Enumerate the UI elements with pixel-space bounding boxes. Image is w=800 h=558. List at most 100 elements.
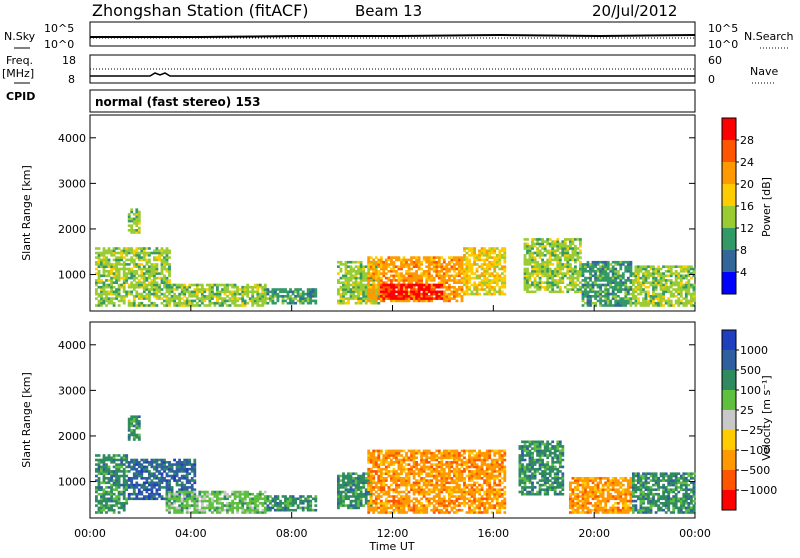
heatmap-cell [284, 300, 287, 303]
heatmap-cell [355, 488, 358, 491]
heatmap-cell [531, 243, 534, 246]
heatmap-cell [572, 277, 575, 280]
heatmap-cell [491, 272, 494, 275]
heatmap-cell [428, 295, 431, 298]
heatmap-cell [370, 297, 373, 300]
heatmap-cell [440, 284, 443, 287]
heatmap-cell [398, 293, 401, 296]
heatmap-cell [115, 475, 118, 478]
heatmap-cell [466, 256, 469, 259]
heatmap-cell [660, 293, 663, 296]
heatmap-cell [577, 256, 580, 259]
heatmap-cell [297, 300, 300, 303]
heatmap-cell [408, 272, 411, 275]
heatmap-cell [685, 277, 688, 280]
heatmap-cell [630, 268, 633, 271]
heatmap-cell [135, 484, 138, 487]
heatmap-cell [123, 291, 126, 294]
heatmap-cell [503, 261, 506, 264]
heatmap-cell [425, 468, 428, 471]
heatmap-cell [143, 486, 146, 489]
heatmap-cell [138, 466, 141, 469]
heatmap-cell [640, 288, 643, 291]
heatmap-cell [118, 468, 121, 471]
heatmap-cell [173, 472, 176, 475]
heatmap-cell [178, 302, 181, 305]
heatmap-cell [372, 511, 375, 514]
heatmap-cell [302, 297, 305, 300]
heatmap-cell [395, 500, 398, 503]
heatmap-cell [352, 504, 355, 507]
heatmap-cell [367, 491, 370, 494]
heatmap-cell [148, 304, 151, 307]
heatmap-cell [496, 291, 499, 294]
heatmap-cell [123, 477, 126, 480]
heatmap-cell [582, 304, 585, 307]
heatmap-cell [183, 293, 186, 296]
heatmap-cell [448, 279, 451, 282]
heatmap-cell [677, 284, 680, 287]
heatmap-cell [365, 265, 368, 268]
heatmap-cell [135, 247, 138, 250]
heatmap-cell [554, 279, 557, 282]
heatmap-cell [168, 270, 171, 273]
heatmap-cell [135, 270, 138, 273]
heatmap-cell [630, 288, 633, 291]
heatmap-cell [609, 270, 612, 273]
heatmap-cell [675, 288, 678, 291]
heatmap-cell [418, 288, 421, 291]
heatmap-cell [405, 463, 408, 466]
heatmap-cell [556, 254, 559, 257]
heatmap-cell [478, 250, 481, 253]
heatmap-cell [239, 500, 242, 503]
heatmap-cell [587, 297, 590, 300]
heatmap-cell [589, 270, 592, 273]
heatmap-cell [201, 300, 204, 303]
heatmap-cell [650, 265, 653, 268]
heatmap-cell [582, 279, 585, 282]
heatmap-cell [456, 293, 459, 296]
heatmap-cell [420, 288, 423, 291]
heatmap-cell [176, 295, 179, 298]
heatmap-cell [619, 284, 622, 287]
heatmap-cell [181, 288, 184, 291]
heatmap-cell [272, 288, 275, 291]
heatmap-cell [403, 498, 406, 501]
heatmap-cell [254, 498, 257, 501]
heatmap-cell [382, 284, 385, 287]
heatmap-cell [183, 291, 186, 294]
heatmap-cell [556, 250, 559, 253]
heatmap-cell [377, 259, 380, 262]
heatmap-cell [662, 277, 665, 280]
heatmap-cell [645, 300, 648, 303]
heatmap-cell [493, 250, 496, 253]
heatmap-cell [279, 288, 282, 291]
heatmap-cell [579, 256, 582, 259]
heatmap-cell [640, 293, 643, 296]
heatmap-cell [294, 302, 297, 305]
heatmap-cell [98, 247, 101, 250]
heatmap-cell [382, 504, 385, 507]
heatmap-cell [635, 304, 638, 307]
heatmap-cell [559, 270, 562, 273]
heatmap-cell [256, 300, 259, 303]
heatmap-cell [115, 252, 118, 255]
heatmap-cell [493, 256, 496, 259]
heatmap-cell [541, 270, 544, 273]
heatmap-cell [690, 277, 693, 280]
date-label: 20/Jul/2012 [592, 2, 677, 20]
heatmap-cell [390, 279, 393, 282]
heatmap-cell [428, 297, 431, 300]
heatmap-cell [372, 488, 375, 491]
heatmap-cell [135, 281, 138, 284]
heatmap-cell [143, 247, 146, 250]
heatmap-cell [652, 288, 655, 291]
heatmap-cell [655, 302, 658, 305]
heatmap-cell [382, 457, 385, 460]
heatmap-cell [171, 502, 174, 505]
heatmap-cell [403, 479, 406, 482]
heatmap-cell [627, 268, 630, 271]
heatmap-cell [375, 482, 378, 485]
heatmap-cell [476, 284, 479, 287]
heatmap-cell [103, 491, 106, 494]
